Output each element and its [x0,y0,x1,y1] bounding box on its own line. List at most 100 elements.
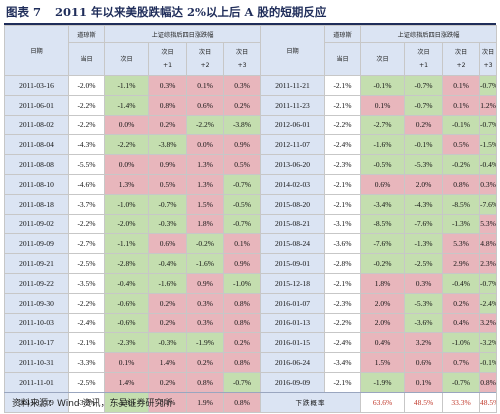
header-next-left: 次日 [104,42,149,76]
table-row: 2011-11-01 -2.5% 1.4% 0.2% 0.8% -0.7% 2016-09-… [4,371,497,393]
change-cell: 0.8% [223,292,261,314]
date-cell: 2011-06-01 [4,94,69,116]
change-cell: -1.9% [360,371,405,393]
change-cell: 0.1% [360,94,405,116]
change-cell: -0.1% [360,75,405,96]
date-cell: 2015-12-18 [260,272,325,294]
dow-drop-cell: -2.3% [324,292,361,314]
change-cell: -8.5% [442,193,480,215]
change-cell: 0.3% [404,272,443,294]
change-cell: -2.0% [104,213,149,235]
change-cell: 0.3% [186,292,224,314]
date-cell: 2011-08-18 [4,193,69,215]
change-cell: 0.0% [186,134,224,156]
dow-drop-cell: -4.6% [68,173,105,195]
header-row-1: 日期 道琼斯 上证综指后四日涨跌幅 日期 道琼斯 上证综指后四日涨跌幅 [4,25,497,76]
change-cell: 0.1% [223,233,261,255]
change-cell: 1.3% [104,173,149,195]
change-cell: 0.5% [148,173,187,195]
change-cell: 0.5% [442,134,480,156]
dow-drop-cell: -2.1% [324,75,361,96]
change-cell: 0.9% [148,154,187,175]
date-cell: 2011-03-16 [4,75,69,96]
dow-drop-cell: -3.3% [68,352,105,373]
change-cell: 0.1% [442,94,480,116]
change-cell: -0.4% [442,272,480,294]
dow-drop-cell: -2.1% [324,173,361,195]
dow-drop-cell: -2.1% [324,193,361,215]
table-row: 2011-10-31 -3.3% 0.1% 1.4% 0.2% 0.8% 2016-06-2… [4,352,497,373]
change-cell: 0.3% [479,173,497,195]
change-cell: 1.4% [148,352,187,373]
header-next2-left: 次日 +2 [186,42,224,76]
change-cell: 0.2% [223,332,261,354]
change-cell: 0.8% [148,94,187,116]
dow-drop-cell: -4.3% [68,134,105,156]
change-cell: 3.2% [404,332,443,354]
dow-drop-cell: -2.1% [68,332,105,354]
change-cell: 0.6% [186,94,224,116]
header-same-day-right: 当日 [324,42,361,76]
change-cell: -2.3% [104,332,149,354]
dow-drop-cell: -2.2% [324,114,361,136]
table-row: 2011-10-17 -2.1% -2.3% -0.3% -1.9% 0.2% 2016-0… [4,332,497,354]
date-cell: 2015-08-21 [260,213,325,235]
change-cell: -7.6% [360,233,405,255]
date-cell: 2011-08-10 [4,173,69,195]
change-cell: -1.6% [360,134,405,156]
dow-drop-cell: -2.5% [68,371,105,393]
date-cell: 2011-10-03 [4,312,69,334]
table-row: 2011-09-02 -2.2% -2.0% -0.3% 1.8% -0.7% 2015-0… [4,213,497,235]
date-cell: 2011-10-17 [4,332,69,354]
change-cell: 1.4% [104,371,149,393]
change-cell: -0.5% [360,154,405,175]
change-cell: 0.9% [186,272,224,294]
header-next1-left: 次日 +1 [148,42,187,76]
date-cell: 2013-06-20 [260,154,325,175]
date-cell: 2011-09-21 [4,253,69,274]
change-cell: -1.6% [186,253,224,274]
change-cell: 0.5% [223,154,261,175]
change-cell: 0.3% [148,75,187,96]
change-cell: 1.3% [186,173,224,195]
change-cell: 0.7% [442,352,480,373]
change-cell: 0.1% [442,75,480,96]
table-row: 2011-03-16 -2.0% -1.1% 0.3% 0.1% 0.3% 2011-11-… [4,75,497,96]
change-cell: -3.6% [404,312,443,334]
dow-drop-cell: -2.1% [324,272,361,294]
change-cell: -0.3% [148,213,187,235]
date-cell: 2011-09-02 [4,213,69,235]
figure-label: 图表 [6,5,29,19]
change-cell: -7.6% [404,213,443,235]
probability-cell: 48.5% [479,391,497,413]
dow-drop-cell: -3.6% [324,233,361,255]
header-drop-left: 道琼斯 [68,25,105,43]
table-row: 2011-11-09 -3.2% -1.8% 0.1% 1.9% 0.8% 下跌概率 63.6… [4,391,497,413]
table-row: 2011-08-08 -5.5% 0.0% 0.9% 1.3% 0.5% 2013-06-2… [4,154,497,175]
date-cell: 2011-08-08 [4,154,69,175]
change-cell: -0.6% [104,292,149,314]
header-next-right: 次日 [360,42,405,76]
data-table: 日期 道琼斯 上证综指后四日涨跌幅 日期 道琼斯 上证综指后四日涨跌幅 当日 次… [4,25,497,413]
header-next2-right: 次日 +2 [442,42,480,76]
change-cell: -1.1% [104,75,149,96]
dow-drop-cell: -5.5% [68,154,105,175]
change-cell: 0.2% [148,114,187,136]
dow-drop-cell: -2.1% [324,371,361,393]
change-cell: 1.8% [360,272,405,294]
change-cell: -0.2% [186,233,224,255]
change-cell: -0.7% [223,213,261,235]
change-cell: -1.3% [404,233,443,255]
probability-cell: 33.3% [442,391,480,413]
header-group-right: 上证综指后四日涨跌幅 [360,25,497,43]
change-cell: -1.5% [479,134,497,156]
change-cell: 1.5% [360,352,405,373]
change-cell: -7.6% [479,193,497,215]
change-cell: -0.1% [404,134,443,156]
table-row: 2011-06-01 -2.2% -1.4% 0.8% 0.6% 0.2% 2011-11-… [4,94,497,116]
dow-drop-cell: -2.0% [68,75,105,96]
change-cell: -0.4% [479,154,497,175]
change-cell: -1.1% [104,233,149,255]
dow-drop-cell: -2.5% [68,253,105,274]
change-cell: 0.1% [148,391,187,413]
